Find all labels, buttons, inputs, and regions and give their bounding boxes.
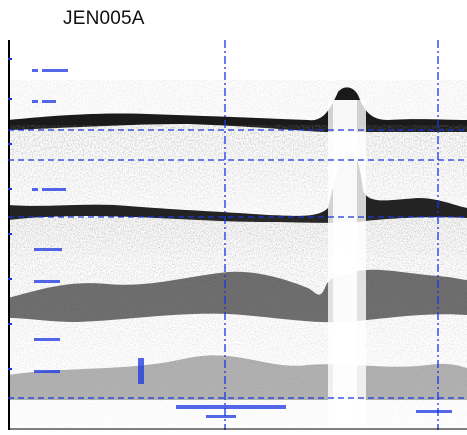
depth-tick (8, 98, 12, 100)
annotation-mark (138, 358, 144, 384)
annotation-mark (206, 415, 236, 418)
depth-ticks (8, 58, 12, 370)
acoustic-shadow-core (333, 100, 357, 430)
illegible-depth-annotations (32, 69, 452, 418)
depth-tick (8, 143, 12, 145)
echogram-image (8, 40, 467, 430)
annotation-mark (42, 100, 56, 103)
annotation-mark (32, 100, 38, 103)
annotation-mark (32, 188, 38, 191)
depth-tick (8, 323, 12, 325)
annotation-mark (42, 69, 68, 72)
depth-tick (8, 278, 12, 280)
annotation-mark (176, 405, 286, 409)
horizontal-grid (8, 129, 467, 399)
echogram-panel (8, 40, 467, 430)
lower-noise-zone (8, 218, 467, 428)
depth-tick (8, 233, 12, 235)
depth-tick (8, 58, 12, 60)
echogram-title: JEN005A (63, 8, 145, 29)
vertical-grid (224, 40, 439, 430)
annotation-mark (42, 188, 66, 191)
annotation-mark (34, 248, 62, 251)
depth-tick (8, 368, 12, 370)
annotation-mark (34, 338, 60, 341)
depth-tick (8, 188, 12, 190)
annotation-mark (416, 410, 452, 413)
annotation-mark (34, 370, 60, 373)
annotation-mark (32, 69, 38, 72)
annotation-mark (34, 280, 60, 283)
